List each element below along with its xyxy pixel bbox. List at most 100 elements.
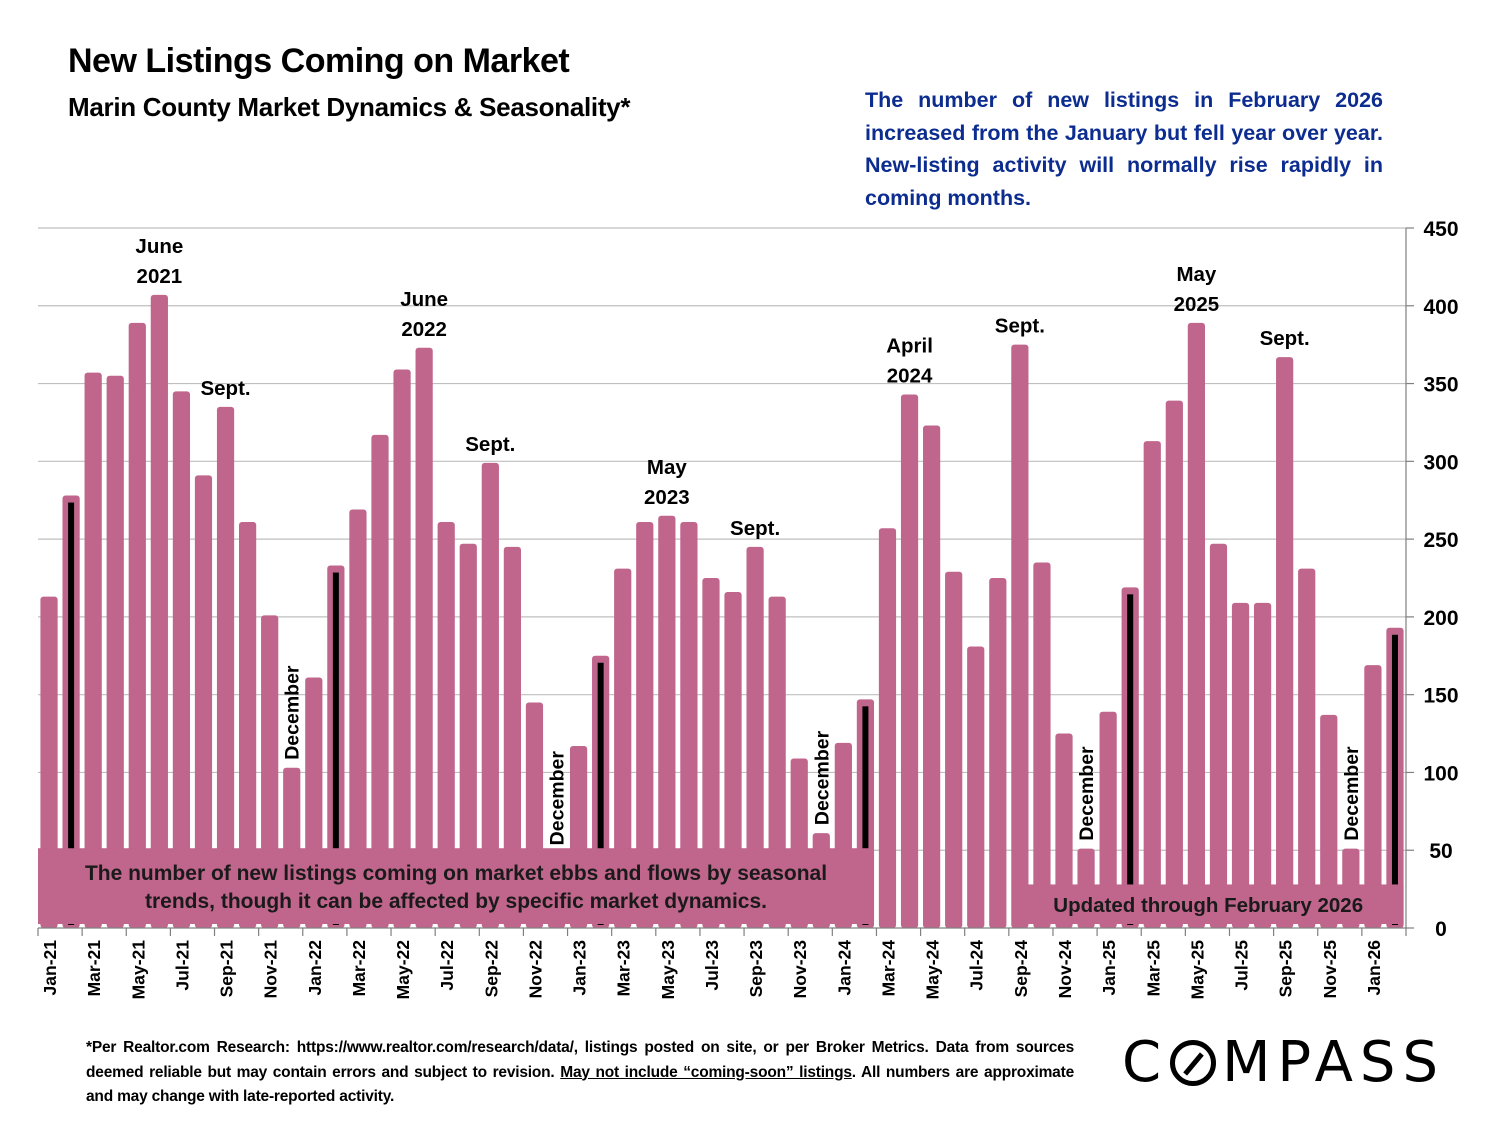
banners: The number of new listings coming on mar…: [38, 848, 1404, 924]
annotation-Sep-24: Sept.: [995, 315, 1045, 338]
x-tick-label: Sep-25: [1276, 940, 1296, 998]
bar-Jul-22: [437, 522, 455, 928]
x-tick-label: May-23: [658, 940, 678, 1000]
banner-0: The number of new listings coming on mar…: [38, 848, 875, 924]
y-tick-label: 100: [1423, 762, 1458, 785]
bar-Mar-23: [614, 568, 632, 928]
bar-Oct-23: [768, 596, 786, 928]
bar-May-22: [393, 369, 411, 928]
bar-Mar-24: [878, 528, 897, 928]
highlight-marker-Feb-22: [332, 572, 339, 925]
bar-May-23: [658, 515, 676, 928]
bar-Aug-25: [1253, 602, 1272, 928]
bar-chart: The number of new listings coming on mar…: [37, 218, 1459, 1000]
annotation-Sep-22: Sept.: [465, 433, 515, 456]
bar-Oct-22: [503, 546, 521, 928]
x-tick-label: Mar-24: [878, 940, 898, 997]
bar-Jan-25: [1099, 711, 1117, 928]
annotation-Apr-24: April: [886, 334, 933, 357]
x-tick-label: Sep-22: [481, 940, 501, 998]
annotation-Jun-22: June: [400, 288, 448, 311]
compass-logo: C MPASS: [1122, 1030, 1445, 1095]
chart-subtitle: Marin County Market Dynamics & Seasonali…: [68, 92, 631, 122]
bar-Mar-22: [349, 509, 367, 928]
x-tick-label: Jan-25: [1099, 940, 1119, 996]
x-tick-label: Jan-26: [1364, 940, 1384, 996]
bar-Sep-25: [1276, 357, 1294, 929]
x-tick-label: Jul-21: [172, 940, 192, 991]
highlight-marker-Feb-23: [597, 662, 604, 925]
bar-Mar-25: [1143, 441, 1161, 928]
x-tick-label: Jul-22: [437, 940, 457, 991]
bar-Jan-26: [1364, 665, 1382, 928]
bar-Sep-24: [1011, 344, 1029, 929]
annotation-Dec-24: December: [1076, 746, 1098, 841]
annotation-Dec-21: December: [282, 665, 304, 760]
bar-Apr-25: [1165, 400, 1183, 929]
x-tick-label: Sep-21: [217, 940, 237, 998]
bar-Jul-21: [172, 391, 191, 928]
annotation-Dec-23: December: [811, 730, 833, 825]
y-tick-label: 300: [1423, 451, 1458, 474]
x-tick-label: Nov-22: [525, 940, 545, 999]
bar-Apr-24: [900, 394, 919, 928]
banner-box: [38, 848, 875, 924]
bar-Mar-21: [84, 372, 102, 929]
x-tick-label: May-24: [923, 940, 943, 1000]
x-tick-label: Jan-23: [570, 940, 590, 996]
bar-Jun-22: [415, 347, 433, 928]
footnote-text-2: . All numbers are approximate and may ch…: [86, 1063, 1074, 1106]
x-tick-label: Jan-21: [40, 940, 60, 996]
annotation-Jun-21: June: [135, 235, 183, 258]
x-tick-label: Mar-23: [614, 940, 634, 997]
annotation-May-23: 2023: [644, 486, 690, 509]
annotation-Apr-24: 2024: [887, 364, 933, 387]
bar-Jun-25: [1209, 543, 1228, 928]
bar-Oct-21: [239, 522, 257, 928]
compass-o-icon: [1170, 1039, 1217, 1086]
y-tick-label: 50: [1429, 840, 1452, 863]
banner-text: The number of new listings coming on mar…: [85, 862, 827, 885]
banner-box: [1012, 884, 1404, 924]
highlight-markers: [68, 502, 1398, 925]
annotation-May-23: May: [647, 456, 687, 479]
annotation-May-25: May: [1176, 263, 1216, 286]
x-tick-label: Jul-24: [967, 940, 987, 991]
chart-title: New Listings Coming on Market: [68, 42, 570, 80]
bar-Jun-23: [680, 522, 698, 928]
x-axis: Jan-21 Mar-21 May-21 Jul-21 Sep-21 Nov-21 Jan-…: [37, 927, 1407, 1000]
x-tick-label: Nov-24: [1055, 940, 1075, 999]
bar-May-25: [1187, 322, 1205, 928]
x-tick-label: May-25: [1187, 940, 1207, 1000]
bar-Oct-24: [1033, 562, 1051, 928]
bar-Oct-25: [1298, 568, 1316, 928]
logo-text-right: MPASS: [1222, 1030, 1446, 1095]
bar-Apr-21: [106, 375, 124, 928]
y-tick-label: 250: [1423, 529, 1458, 552]
annotation-May-25: 2025: [1174, 293, 1220, 316]
bar-Aug-22: [459, 543, 477, 928]
y-tick-label: 150: [1423, 685, 1458, 708]
annotation-Sep-25: Sept.: [1260, 327, 1310, 350]
bar-Aug-24: [989, 578, 1007, 928]
footnote-text-1: *Per Realtor.com Research: https://www.r…: [86, 1039, 1074, 1081]
bar-Jul-25: [1231, 602, 1250, 928]
bars: [40, 294, 1404, 929]
x-tick-label: May-21: [128, 940, 148, 1000]
bar-Nov-24: [1055, 733, 1073, 928]
bar-Apr-22: [371, 434, 389, 928]
y-tick-label: 400: [1423, 296, 1458, 319]
x-tick-label: Jan-24: [834, 940, 854, 996]
footnote-underlined: May not include “coming-soon” listings: [560, 1063, 852, 1081]
y-tick-label: 200: [1423, 607, 1458, 630]
annotation-Jun-21: 2021: [137, 265, 183, 288]
highlight-marker-Feb-26: [1391, 634, 1398, 925]
bar-May-21: [128, 322, 146, 928]
y-tick-label: 350: [1423, 374, 1458, 397]
highlight-marker-Feb-21: [68, 502, 75, 925]
bar-Nov-25: [1320, 714, 1338, 928]
bar-Aug-23: [724, 592, 742, 928]
annotation-Sep-23: Sept.: [730, 517, 780, 540]
bar-Jul-24: [967, 646, 985, 928]
bar-Jun-24: [945, 571, 963, 928]
